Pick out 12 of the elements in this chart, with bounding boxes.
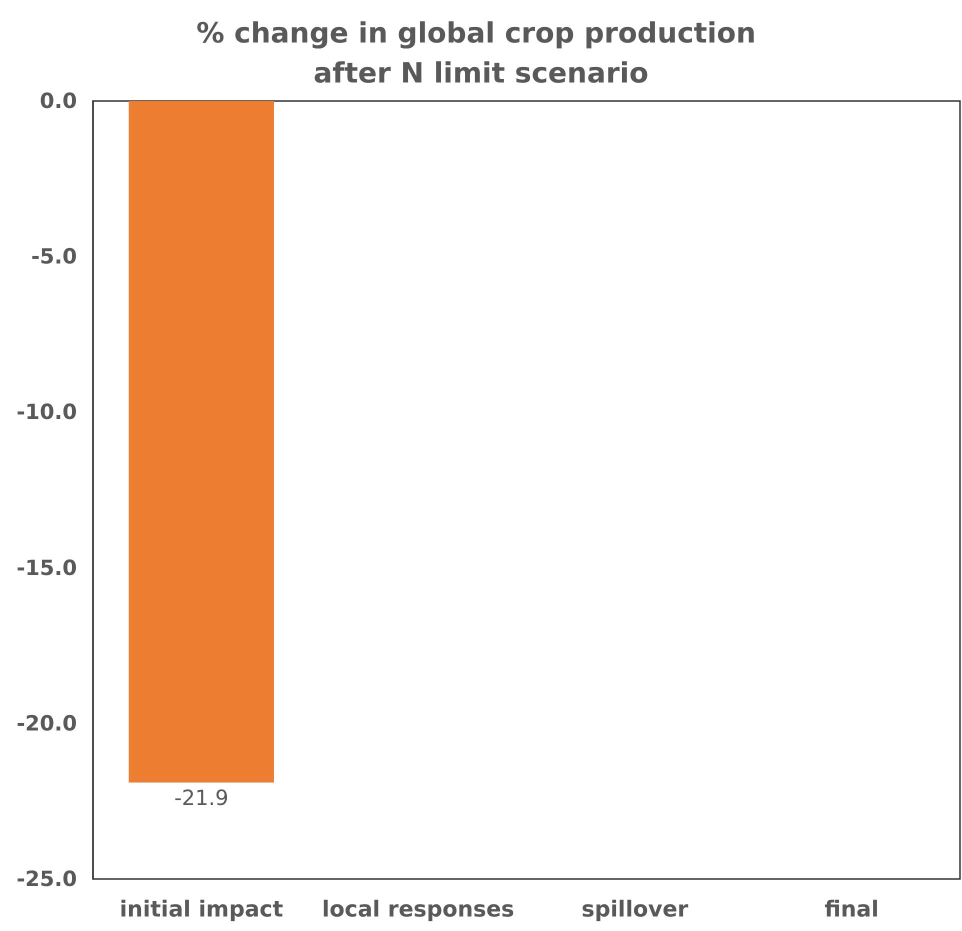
x-tick-label: final xyxy=(824,898,879,922)
chart-title: % change in global crop production after N limit scenario xyxy=(196,16,766,90)
y-tick-label: -25.0 xyxy=(16,867,77,891)
x-tick-label: local responses xyxy=(322,898,514,922)
y-tick-label: -15.0 xyxy=(16,556,77,580)
y-tick-label: 0.0 xyxy=(40,89,77,113)
x-tick-label: initial impact xyxy=(120,898,284,922)
y-tick-label: -20.0 xyxy=(16,711,77,736)
x-tick-label: spillover xyxy=(582,898,688,922)
data-label: -21.9 xyxy=(174,786,229,810)
y-tick-label: -5.0 xyxy=(31,244,77,269)
y-tick-label: -10.0 xyxy=(16,400,77,424)
